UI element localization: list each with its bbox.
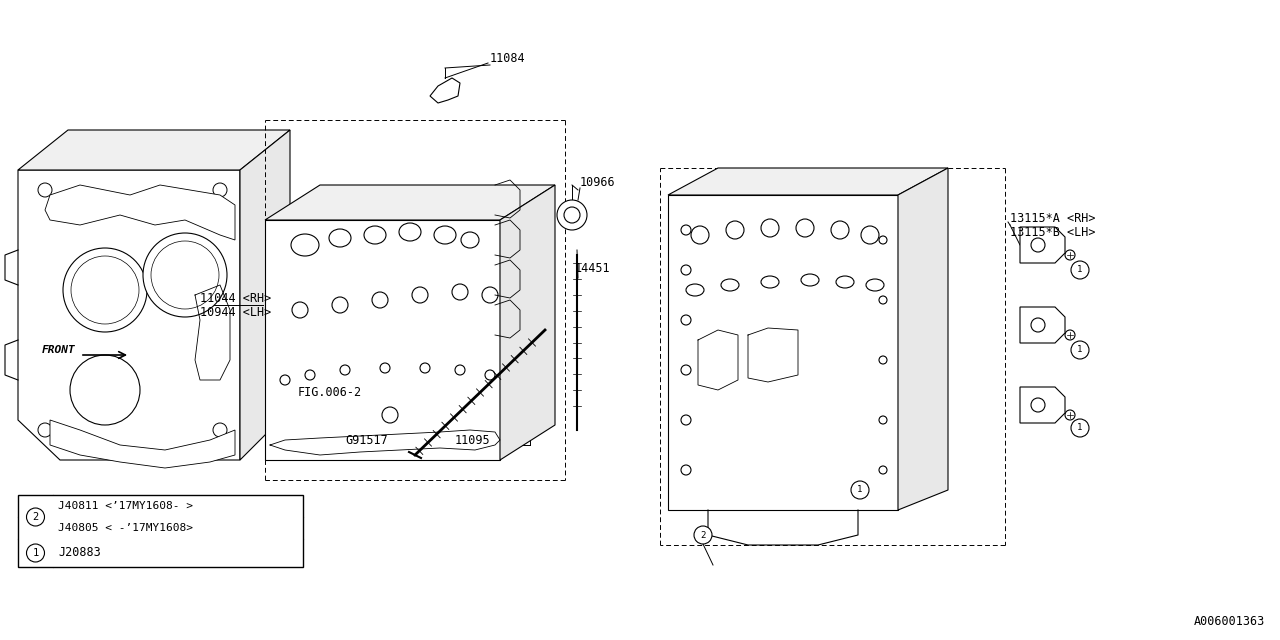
Polygon shape bbox=[668, 168, 948, 195]
Text: 2: 2 bbox=[32, 512, 38, 522]
Text: G91517: G91517 bbox=[346, 433, 388, 447]
Text: J40811 <’17MY1608- >: J40811 <’17MY1608- > bbox=[58, 501, 193, 511]
Text: 14451: 14451 bbox=[575, 262, 611, 275]
Circle shape bbox=[70, 355, 140, 425]
Polygon shape bbox=[668, 195, 899, 510]
Text: J40805 < -’17MY1608>: J40805 < -’17MY1608> bbox=[58, 523, 193, 533]
Text: 1: 1 bbox=[858, 486, 863, 495]
Polygon shape bbox=[241, 130, 291, 460]
Circle shape bbox=[212, 183, 227, 197]
Text: 13115*B <LH>: 13115*B <LH> bbox=[1010, 227, 1096, 239]
Text: 10944 <LH>: 10944 <LH> bbox=[200, 307, 271, 319]
Circle shape bbox=[38, 183, 52, 197]
Text: FIG.006-2: FIG.006-2 bbox=[298, 385, 362, 399]
Circle shape bbox=[1071, 419, 1089, 437]
Text: 11044 <RH>: 11044 <RH> bbox=[200, 291, 271, 305]
Polygon shape bbox=[500, 185, 556, 460]
Text: FRONT: FRONT bbox=[41, 345, 76, 355]
Polygon shape bbox=[265, 185, 556, 220]
Circle shape bbox=[1071, 261, 1089, 279]
Polygon shape bbox=[50, 420, 236, 468]
Circle shape bbox=[557, 200, 588, 230]
Polygon shape bbox=[1020, 307, 1065, 343]
Polygon shape bbox=[265, 220, 500, 460]
Text: 10966: 10966 bbox=[580, 175, 616, 189]
Circle shape bbox=[27, 508, 45, 526]
Text: 1: 1 bbox=[1078, 424, 1083, 433]
Polygon shape bbox=[18, 130, 291, 170]
Polygon shape bbox=[430, 78, 460, 103]
Circle shape bbox=[1071, 341, 1089, 359]
Polygon shape bbox=[1020, 227, 1065, 263]
Text: 1: 1 bbox=[1078, 346, 1083, 355]
Polygon shape bbox=[45, 185, 236, 240]
Circle shape bbox=[381, 407, 398, 423]
Circle shape bbox=[564, 207, 580, 223]
Circle shape bbox=[151, 241, 219, 309]
Circle shape bbox=[38, 423, 52, 437]
Polygon shape bbox=[1020, 387, 1065, 423]
Circle shape bbox=[694, 526, 712, 544]
Polygon shape bbox=[18, 170, 241, 460]
Circle shape bbox=[212, 423, 227, 437]
Circle shape bbox=[851, 481, 869, 499]
Text: 11084: 11084 bbox=[490, 51, 526, 65]
Text: 13115*A <RH>: 13115*A <RH> bbox=[1010, 211, 1096, 225]
Circle shape bbox=[143, 233, 227, 317]
Circle shape bbox=[70, 256, 140, 324]
Text: A006001363: A006001363 bbox=[1194, 615, 1265, 628]
Text: 1: 1 bbox=[32, 548, 38, 558]
Circle shape bbox=[63, 248, 147, 332]
Text: 2: 2 bbox=[700, 531, 705, 540]
Polygon shape bbox=[899, 168, 948, 510]
Text: 11095: 11095 bbox=[454, 433, 490, 447]
Text: 1: 1 bbox=[1078, 266, 1083, 275]
Text: J20883: J20883 bbox=[58, 547, 101, 559]
Bar bbox=[18, 495, 303, 567]
Circle shape bbox=[27, 544, 45, 562]
